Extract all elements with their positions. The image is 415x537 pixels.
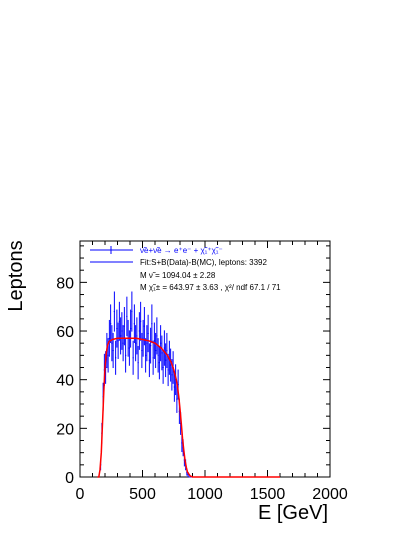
y-tick-label: 60 bbox=[56, 324, 74, 341]
x-tick-label: 2000 bbox=[312, 486, 348, 503]
x-axis-label: E [GeV] bbox=[258, 502, 328, 524]
x-tick-label: 1500 bbox=[250, 486, 286, 503]
axis-tick-labels: 0 500 1000 1500 2000 0 20 40 60 80 bbox=[56, 275, 348, 503]
x-tick-label: 1000 bbox=[187, 486, 223, 503]
legend-entry-data: ν̃e+ν̃e → e⁺e⁻ + χ̃₁⁺χ̃₁⁻ bbox=[140, 246, 223, 255]
y-axis-label: Leptons bbox=[5, 240, 27, 311]
fit-curve bbox=[97, 337, 280, 478]
y-tick-label: 20 bbox=[56, 421, 74, 438]
legend-entry-fit: Fit:S+B(Data)-B(MC), leptons: 3392 bbox=[140, 258, 267, 267]
x-tick-label: 0 bbox=[76, 486, 85, 503]
x-tick-label: 500 bbox=[129, 486, 156, 503]
fit-series bbox=[97, 337, 280, 478]
axis-ticks bbox=[79, 241, 331, 478]
y-tick-label: 0 bbox=[65, 470, 74, 487]
y-tick-label: 40 bbox=[56, 373, 74, 390]
y-tick-label: 80 bbox=[56, 275, 74, 292]
legend-param-chargino-mass: M χ̃₁± = 643.97 ± 3.63 , χ²/ ndf 67.1 / … bbox=[140, 283, 281, 292]
legend-param-sneutrino-mass: M ν̃ = 1094.04 ± 2.28 bbox=[140, 271, 216, 280]
legend: ν̃e+ν̃e → e⁺e⁻ + χ̃₁⁺χ̃₁⁻ Fit:S+B(Data)-… bbox=[90, 246, 281, 292]
